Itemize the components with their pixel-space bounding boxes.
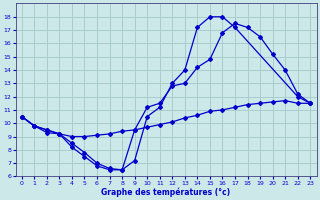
X-axis label: Graphe des températures (°c): Graphe des températures (°c) — [101, 187, 231, 197]
